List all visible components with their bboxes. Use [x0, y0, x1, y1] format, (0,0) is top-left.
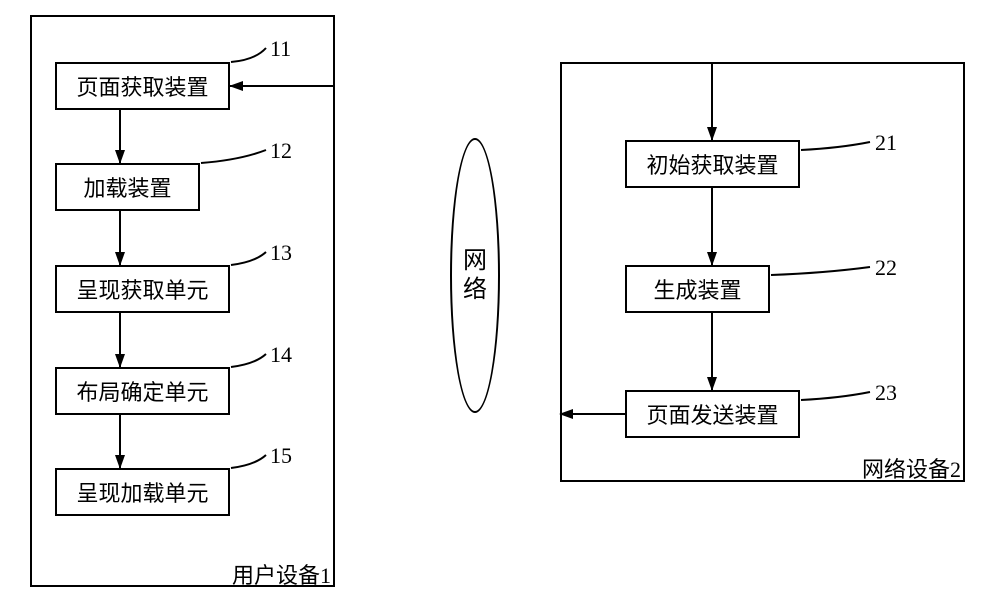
node-label: 呈现加载单元: [76, 476, 208, 508]
node-render-acquire-unit: 呈现获取单元: [55, 265, 230, 313]
node-label: 生成装置: [653, 273, 741, 305]
node-layout-determine-unit: 布局确定单元: [55, 367, 230, 415]
node-number-15: 15: [270, 443, 292, 469]
network-ellipse: 网络: [450, 138, 500, 413]
node-page-send-device: 页面发送装置: [625, 390, 800, 438]
node-number-11: 11: [270, 36, 291, 62]
node-number-14: 14: [270, 342, 292, 368]
node-number-23: 23: [875, 380, 897, 406]
node-render-load-unit: 呈现加载单元: [55, 468, 230, 516]
node-number-12: 12: [270, 138, 292, 164]
node-label: 加载装置: [83, 171, 171, 203]
diagram-canvas: 用户设备1 网络设备2 网络 页面获取装置 11 加载装置 12 呈现获取单元 …: [0, 0, 1000, 615]
node-label: 呈现获取单元: [76, 273, 208, 305]
node-label: 页面发送装置: [646, 398, 778, 430]
node-number-13: 13: [270, 240, 292, 266]
node-loading-device: 加载装置: [55, 163, 200, 211]
node-label: 页面获取装置: [76, 70, 208, 102]
node-initial-acquire-device: 初始获取装置: [625, 140, 800, 188]
node-generate-device: 生成装置: [625, 265, 770, 313]
node-label: 初始获取装置: [646, 148, 778, 180]
node-page-acquire-device: 页面获取装置: [55, 62, 230, 110]
node-number-21: 21: [875, 130, 897, 156]
network-label: 网络: [463, 247, 487, 305]
node-label: 布局确定单元: [76, 375, 208, 407]
node-number-22: 22: [875, 255, 897, 281]
container-user-device-label: 用户设备1: [232, 558, 331, 590]
container-network-device-label: 网络设备2: [862, 452, 961, 484]
